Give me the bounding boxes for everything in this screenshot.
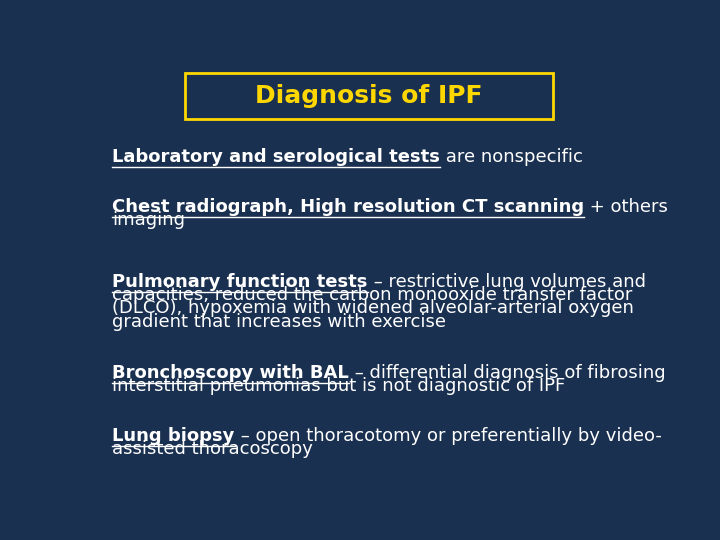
Text: (DLCO), hypoxemia with widened alveolar-arterial oxygen: (DLCO), hypoxemia with widened alveolar-… [112,299,634,318]
Text: Lung biopsy: Lung biopsy [112,427,235,444]
Text: Chest radiograph, High resolution CT scanning: Chest radiograph, High resolution CT sca… [112,198,585,216]
Text: Pulmonary function tests: Pulmonary function tests [112,273,368,291]
Text: interstitial pneumonias but is not diagnostic of IPF: interstitial pneumonias but is not diagn… [112,377,566,395]
Text: – differential diagnosis of fibrosing: – differential diagnosis of fibrosing [349,364,666,382]
Text: Diagnosis of IPF: Diagnosis of IPF [256,84,482,108]
Text: + others: + others [585,198,668,216]
Text: – open thoracotomy or preferentially by video-: – open thoracotomy or preferentially by … [235,427,662,444]
Text: imaging: imaging [112,211,185,229]
Text: gradient that increases with exercise: gradient that increases with exercise [112,313,446,330]
Text: Bronchoscopy with BAL: Bronchoscopy with BAL [112,364,349,382]
Text: – restrictive lung volumes and: – restrictive lung volumes and [368,273,646,291]
Text: are nonspecific: are nonspecific [440,148,583,166]
FancyBboxPatch shape [185,73,553,119]
Text: capacities, reduced the carbon monooxide transfer factor: capacities, reduced the carbon monooxide… [112,286,633,304]
Text: Laboratory and serological tests: Laboratory and serological tests [112,148,440,166]
Text: assisted thoracoscopy: assisted thoracoscopy [112,440,313,458]
